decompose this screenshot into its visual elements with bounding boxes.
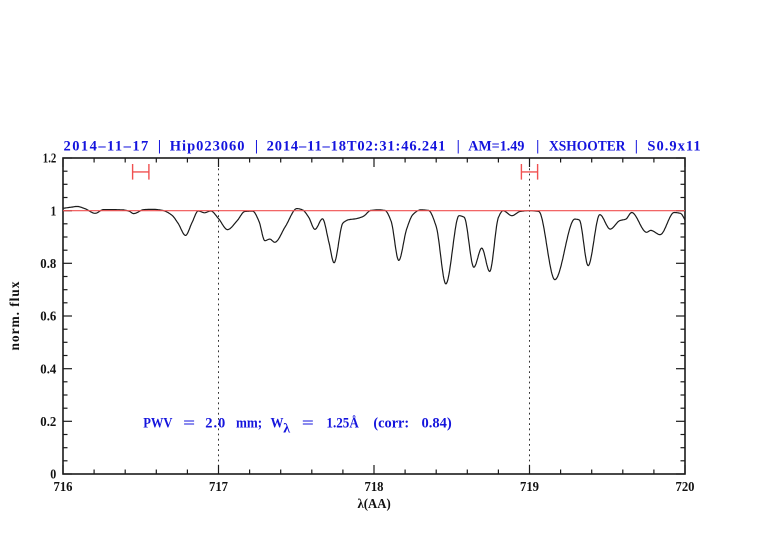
svg-text:W: W (271, 416, 284, 432)
svg-text:716: 716 (54, 479, 73, 494)
svg-text:|: | (457, 138, 460, 154)
svg-text:mm;: mm; (236, 416, 262, 432)
svg-text:1: 1 (51, 203, 57, 218)
svg-text:0.4: 0.4 (40, 361, 56, 376)
svg-text:Hip023060: Hip023060 (170, 138, 245, 154)
svg-text:S0.9x11: S0.9x11 (647, 138, 700, 154)
svg-text:XSHOOTER: XSHOOTER (549, 138, 626, 154)
svg-text:=: = (302, 416, 314, 432)
svg-text:0.6: 0.6 (40, 309, 56, 324)
svg-text:2014–11–18T02:31:46.241: 2014–11–18T02:31:46.241 (267, 138, 446, 154)
svg-text:|: | (536, 138, 539, 154)
svg-text:1.2: 1.2 (43, 151, 57, 166)
svg-text:1.25Å: 1.25Å (326, 416, 359, 432)
svg-text:719: 719 (520, 479, 539, 494)
svg-text:|: | (158, 138, 161, 154)
svg-text:0.2: 0.2 (40, 414, 56, 429)
svg-text:717: 717 (209, 479, 228, 494)
svg-text:720: 720 (676, 479, 695, 494)
svg-text:|: | (635, 138, 638, 154)
svg-text:norm. flux: norm. flux (7, 281, 22, 350)
svg-text:718: 718 (365, 479, 384, 494)
svg-text:|: | (255, 138, 258, 154)
svg-text:0: 0 (50, 467, 56, 482)
svg-text:(corr:: (corr: (373, 416, 409, 432)
svg-text:PWV: PWV (143, 416, 173, 432)
svg-text:0.8: 0.8 (40, 256, 56, 271)
svg-text:AM=1.49: AM=1.49 (468, 138, 524, 154)
svg-text:=: = (183, 416, 195, 432)
svg-text:0.84): 0.84) (422, 416, 452, 432)
svg-text:2.0: 2.0 (205, 416, 225, 432)
svg-text:λ(AA): λ(AA) (358, 496, 391, 511)
svg-text:λ: λ (283, 422, 290, 437)
